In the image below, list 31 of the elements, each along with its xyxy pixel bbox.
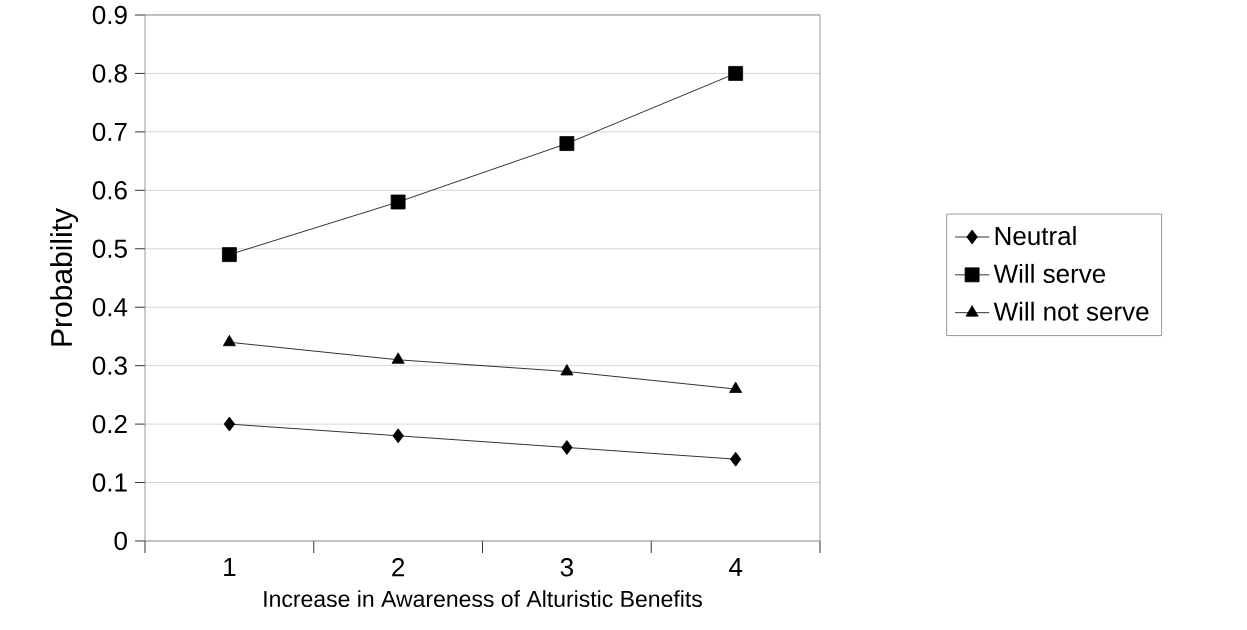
y-tick-label: 0.8 <box>92 64 127 83</box>
point <box>223 416 236 432</box>
x-tick-label: 2 <box>392 558 405 577</box>
x-tick-label: 3 <box>560 558 573 577</box>
point <box>392 428 404 444</box>
y-tick-label: 0.9 <box>92 5 127 25</box>
y-tick-label: 0.3 <box>92 356 127 375</box>
x-tick-label: 4 <box>729 558 743 576</box>
legend-label: Will not serve <box>993 301 1149 321</box>
y-tick-label: 0.2 <box>92 414 127 434</box>
y-tick-label: 0.1 <box>92 473 127 492</box>
point <box>221 247 237 263</box>
point <box>390 194 406 210</box>
x-tick-label: 1 <box>224 558 236 576</box>
y-tick-label: 0 <box>114 531 127 551</box>
point <box>560 364 574 376</box>
point <box>729 381 743 393</box>
point <box>222 334 236 347</box>
y-tick-label: 0.6 <box>92 181 127 200</box>
y-tick-label: 0.4 <box>92 298 128 317</box>
point <box>391 352 405 364</box>
point <box>561 440 573 455</box>
y-tick-label: 0.7 <box>92 122 127 142</box>
y-axis-title: Probability <box>50 208 79 346</box>
y-tick-label: 0.5 <box>92 239 127 258</box>
legend-label: Neutral <box>995 226 1076 246</box>
point <box>559 136 575 151</box>
x-axis-title: Increase in Awareness of Alturistic Benefits <box>264 590 702 608</box>
point <box>728 66 744 81</box>
legend-label: Will serve <box>993 263 1106 283</box>
point <box>729 451 742 467</box>
